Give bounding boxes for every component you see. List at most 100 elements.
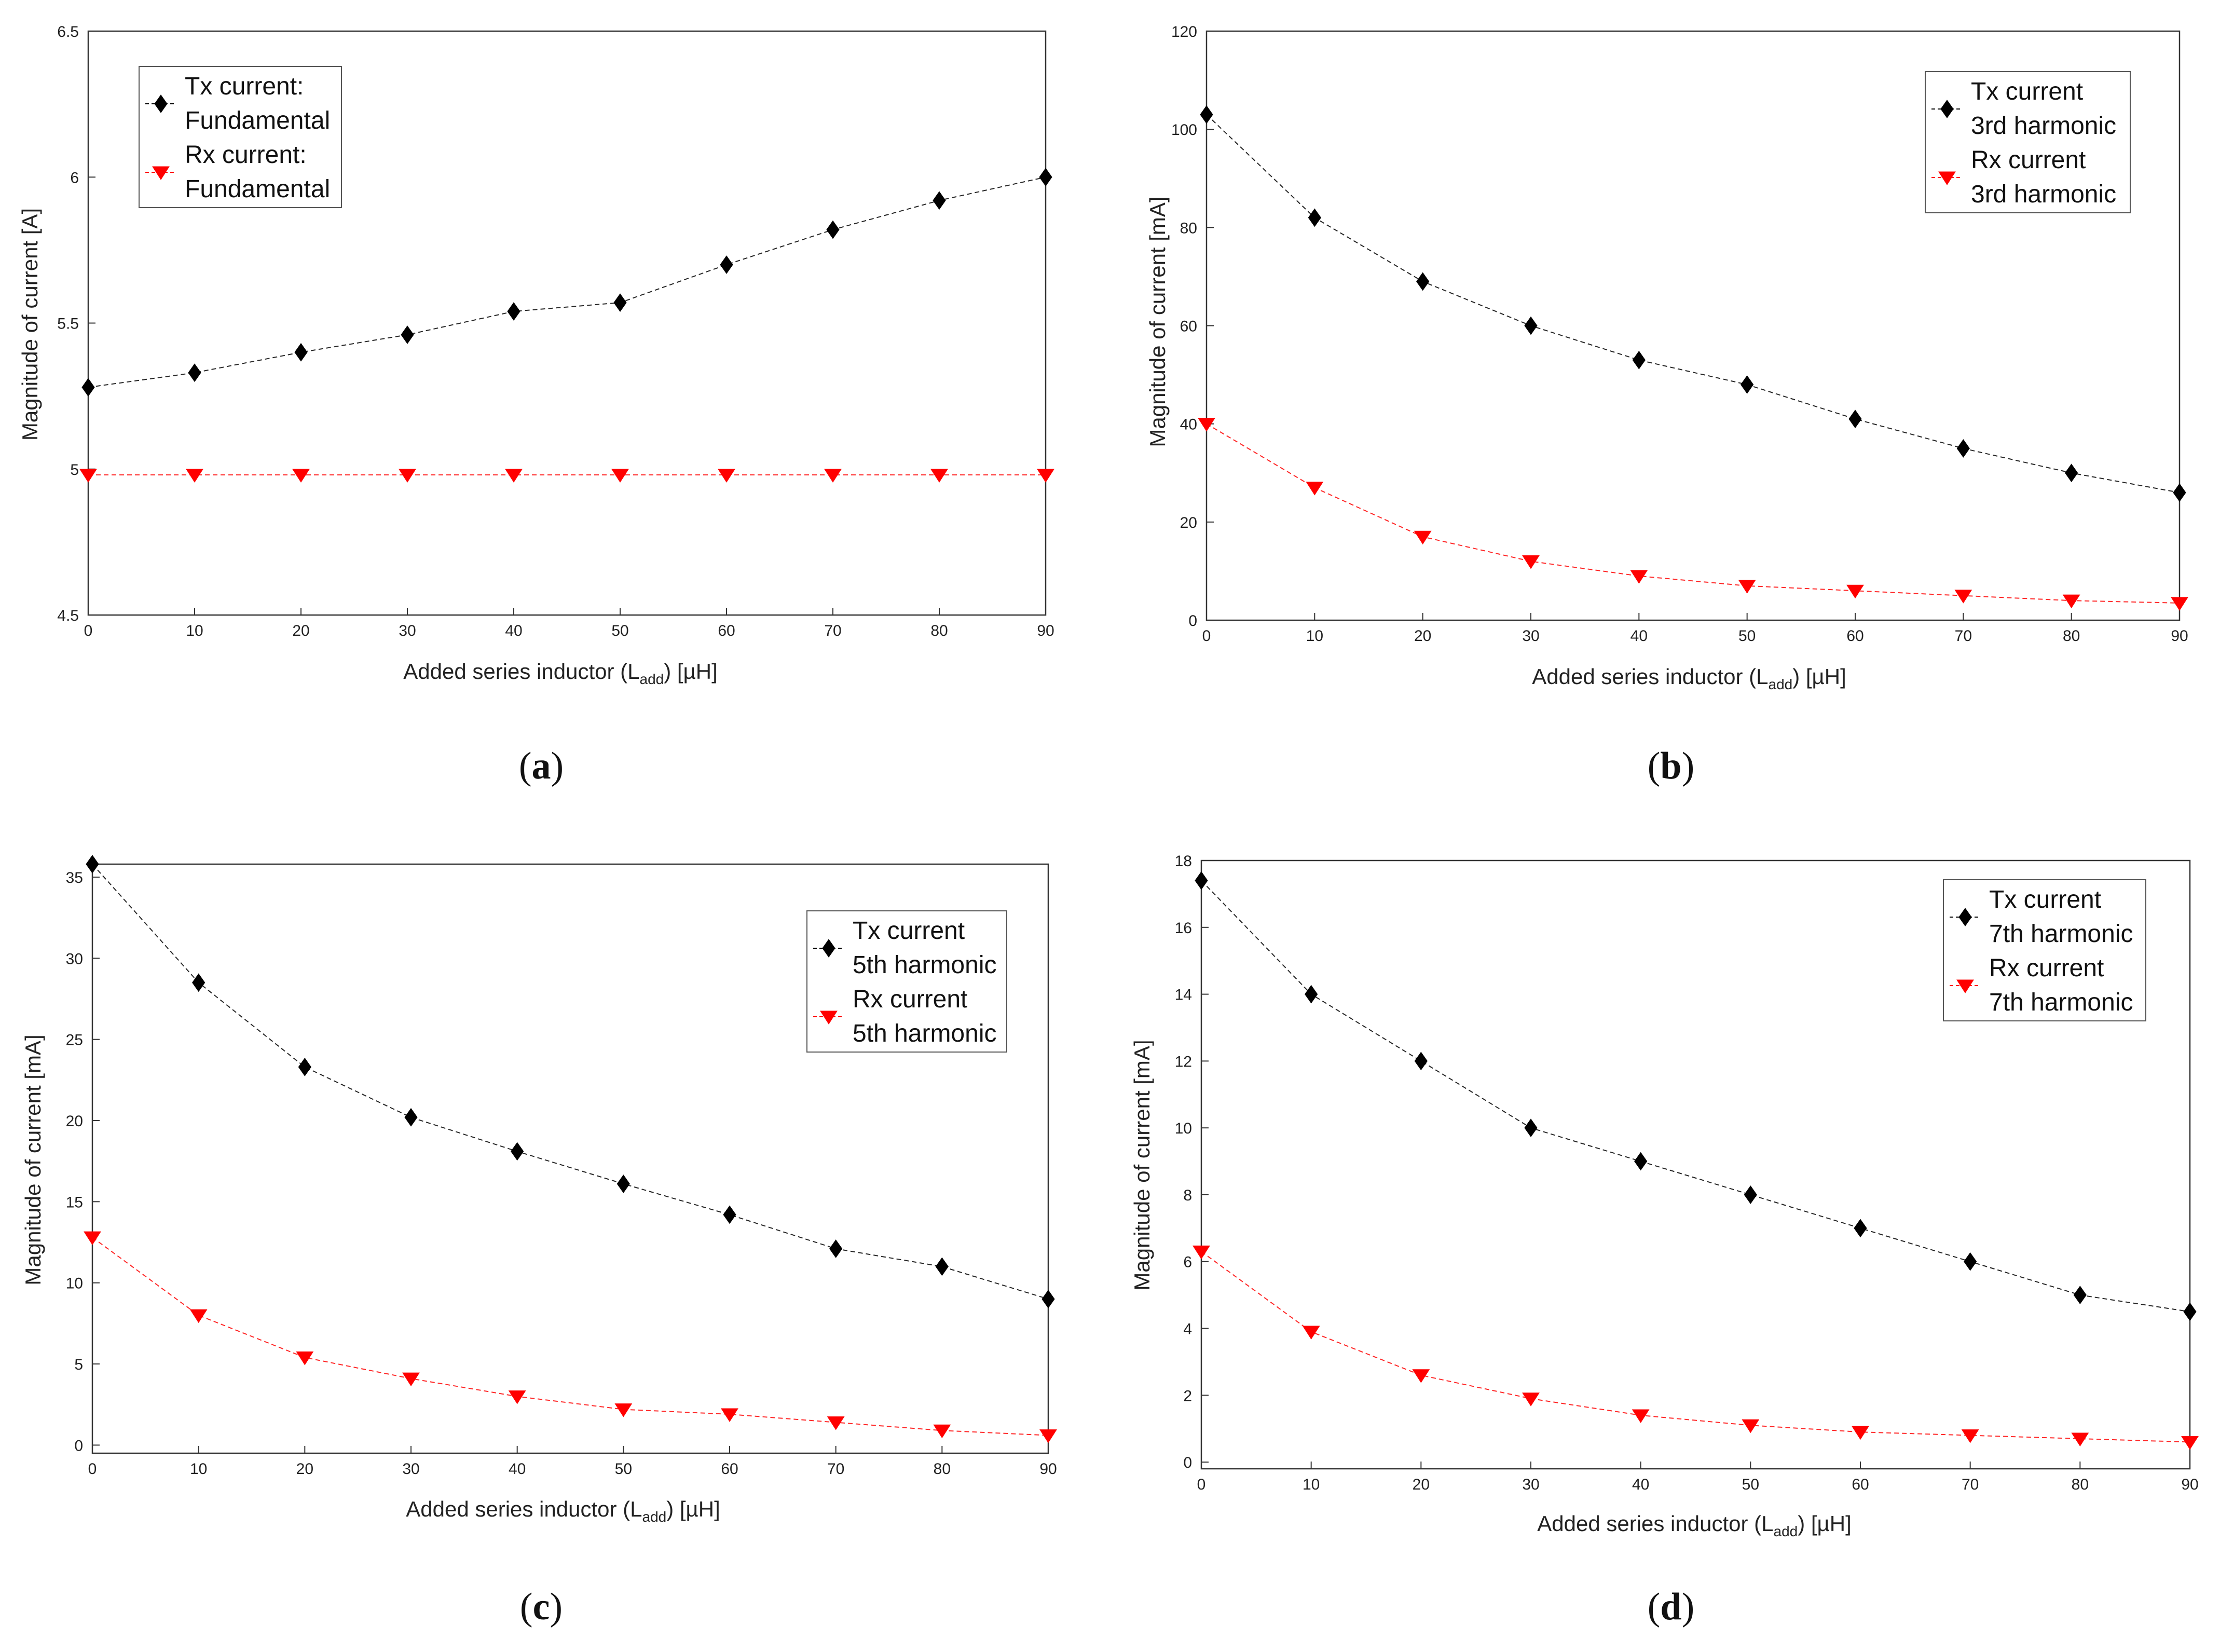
- x-tick-label: 70: [1962, 1476, 1979, 1493]
- series-rx: [79, 469, 1054, 483]
- x-tick-label: 20: [1413, 1476, 1430, 1493]
- y-tick-label: 10: [66, 1275, 83, 1292]
- caption-close: ): [1682, 745, 1695, 787]
- y-axis-label: Magnitude of current [mA]: [21, 1034, 45, 1285]
- data-point: [1302, 1326, 1320, 1340]
- data-point: [2065, 463, 2078, 483]
- data-point: [1846, 584, 1864, 599]
- data-point: [611, 469, 629, 483]
- data-point: [1416, 272, 1430, 291]
- y-tick-label: 25: [66, 1032, 83, 1049]
- x-axis-label-main: Added series inductor (L: [403, 659, 639, 684]
- legend-label: Rx current: [1989, 954, 2104, 982]
- data-point: [824, 469, 842, 483]
- panel-caption: (b): [1648, 745, 1694, 787]
- y-tick-label: 14: [1175, 987, 1192, 1004]
- y-tick-label: 5: [74, 1356, 83, 1373]
- legend-box: [806, 910, 1007, 1053]
- x-axis-label-main: Added series inductor (L: [406, 1497, 642, 1521]
- legend-label: Tx current:: [185, 73, 304, 100]
- series-rx: [1193, 1245, 2199, 1450]
- x-tick-label: 30: [399, 622, 416, 639]
- caption-letter: b: [1660, 745, 1681, 787]
- x-tick-label: 20: [292, 622, 309, 639]
- y-axis-label: Magnitude of current [mA]: [1130, 1040, 1154, 1290]
- data-point: [511, 1142, 524, 1161]
- data-point: [1414, 530, 1432, 545]
- data-point: [1200, 105, 1213, 124]
- legend-marker: [1940, 100, 1954, 118]
- legend: Tx current 5th harmonic Rx current 5th harm…: [806, 910, 1007, 1053]
- legend-label: 7th harmonic: [1989, 920, 2133, 948]
- y-tick-label: 5.5: [57, 316, 79, 333]
- x-tick-label: 60: [721, 1460, 738, 1478]
- y-tick-label: 6: [70, 169, 79, 186]
- x-tick-label: 80: [2072, 1476, 2089, 1493]
- series-line: [92, 864, 1049, 1300]
- caption-open: (: [1648, 745, 1661, 787]
- data-point: [933, 191, 946, 210]
- legend-label: Rx current:: [185, 141, 307, 169]
- data-point: [1195, 871, 1208, 890]
- series-tx: [81, 168, 1052, 397]
- caption-letter: c: [533, 1586, 550, 1628]
- x-axis-label-subscript: add: [642, 1509, 667, 1525]
- data-point: [613, 293, 627, 312]
- data-point: [1308, 208, 1321, 227]
- data-point: [826, 220, 840, 239]
- x-axis-label-unit: ) [µH]: [664, 659, 718, 684]
- y-tick-label: 12: [1175, 1053, 1192, 1070]
- x-tick-label: 20: [1414, 627, 1431, 645]
- x-axis-label-subscript: add: [640, 671, 664, 687]
- x-axis-label-unit: ) [µH]: [1792, 664, 1846, 689]
- x-tick-label: 50: [611, 622, 628, 639]
- legend-marker: [1938, 171, 1956, 185]
- x-axis-label: Added series inductor (Ladd) [µH]: [403, 659, 718, 687]
- y-tick-label: 120: [1171, 23, 1197, 40]
- x-axis-label-unit: ) [µH]: [1798, 1511, 1852, 1536]
- legend-marker: [1958, 908, 1972, 926]
- legend-box: [1925, 71, 2131, 213]
- data-point: [294, 343, 308, 362]
- y-tick-label: 0: [1183, 1454, 1192, 1471]
- caption-close: ): [1682, 1586, 1695, 1628]
- data-point: [296, 1351, 314, 1366]
- x-axis-label-subscript: add: [1774, 1523, 1798, 1539]
- x-tick-label: 0: [1197, 1476, 1206, 1493]
- data-point: [1198, 418, 1215, 432]
- chart-panel-d: 0 10 20 30 40 50 60 70 80 90 0 2 4 6 8 10 12 14 16 18 Added …: [1130, 853, 2199, 1628]
- data-point: [1522, 1392, 1540, 1407]
- x-tick-label: 50: [1742, 1476, 1759, 1493]
- data-point: [401, 325, 414, 344]
- data-point: [2181, 1436, 2199, 1450]
- data-point: [1742, 1419, 1760, 1433]
- legend: Tx current 7th harmonic Rx current 7th harm…: [1943, 879, 2146, 1021]
- caption-close: ): [550, 1586, 563, 1628]
- data-point: [1854, 1219, 1867, 1238]
- data-point: [81, 378, 95, 397]
- y-tick-label: 100: [1171, 121, 1197, 139]
- chart-panel-c: 0 10 20 30 40 50 60 70 80 90 0 5 10 15 20 25 30 35 Added s…: [21, 855, 1057, 1628]
- legend-label: Tx current: [1989, 886, 2101, 913]
- data-point: [1632, 1409, 1650, 1423]
- legend-label: Tx current: [853, 917, 965, 945]
- data-point: [1039, 1429, 1057, 1443]
- data-point: [2071, 1432, 2089, 1446]
- data-point: [1741, 375, 1754, 394]
- x-tick-label: 40: [509, 1460, 526, 1478]
- legend-label: Tx current: [1971, 78, 2083, 105]
- x-tick-label: 60: [718, 622, 735, 639]
- series-line: [1201, 1251, 2190, 1443]
- data-point: [1305, 985, 1318, 1004]
- x-tick-label: 10: [190, 1460, 207, 1478]
- y-tick-label: 6.5: [57, 23, 79, 40]
- x-tick-label: 40: [1632, 1476, 1649, 1493]
- data-point: [404, 1108, 418, 1127]
- y-tick-label: 30: [66, 950, 83, 967]
- data-point: [2062, 594, 2080, 609]
- data-point: [2183, 1302, 2197, 1321]
- x-axis-label: Added series inductor (Ladd) [µH]: [1537, 1511, 1852, 1539]
- data-point: [1414, 1052, 1428, 1071]
- y-tick-label: 40: [1180, 416, 1197, 433]
- legend-marker: [154, 94, 168, 113]
